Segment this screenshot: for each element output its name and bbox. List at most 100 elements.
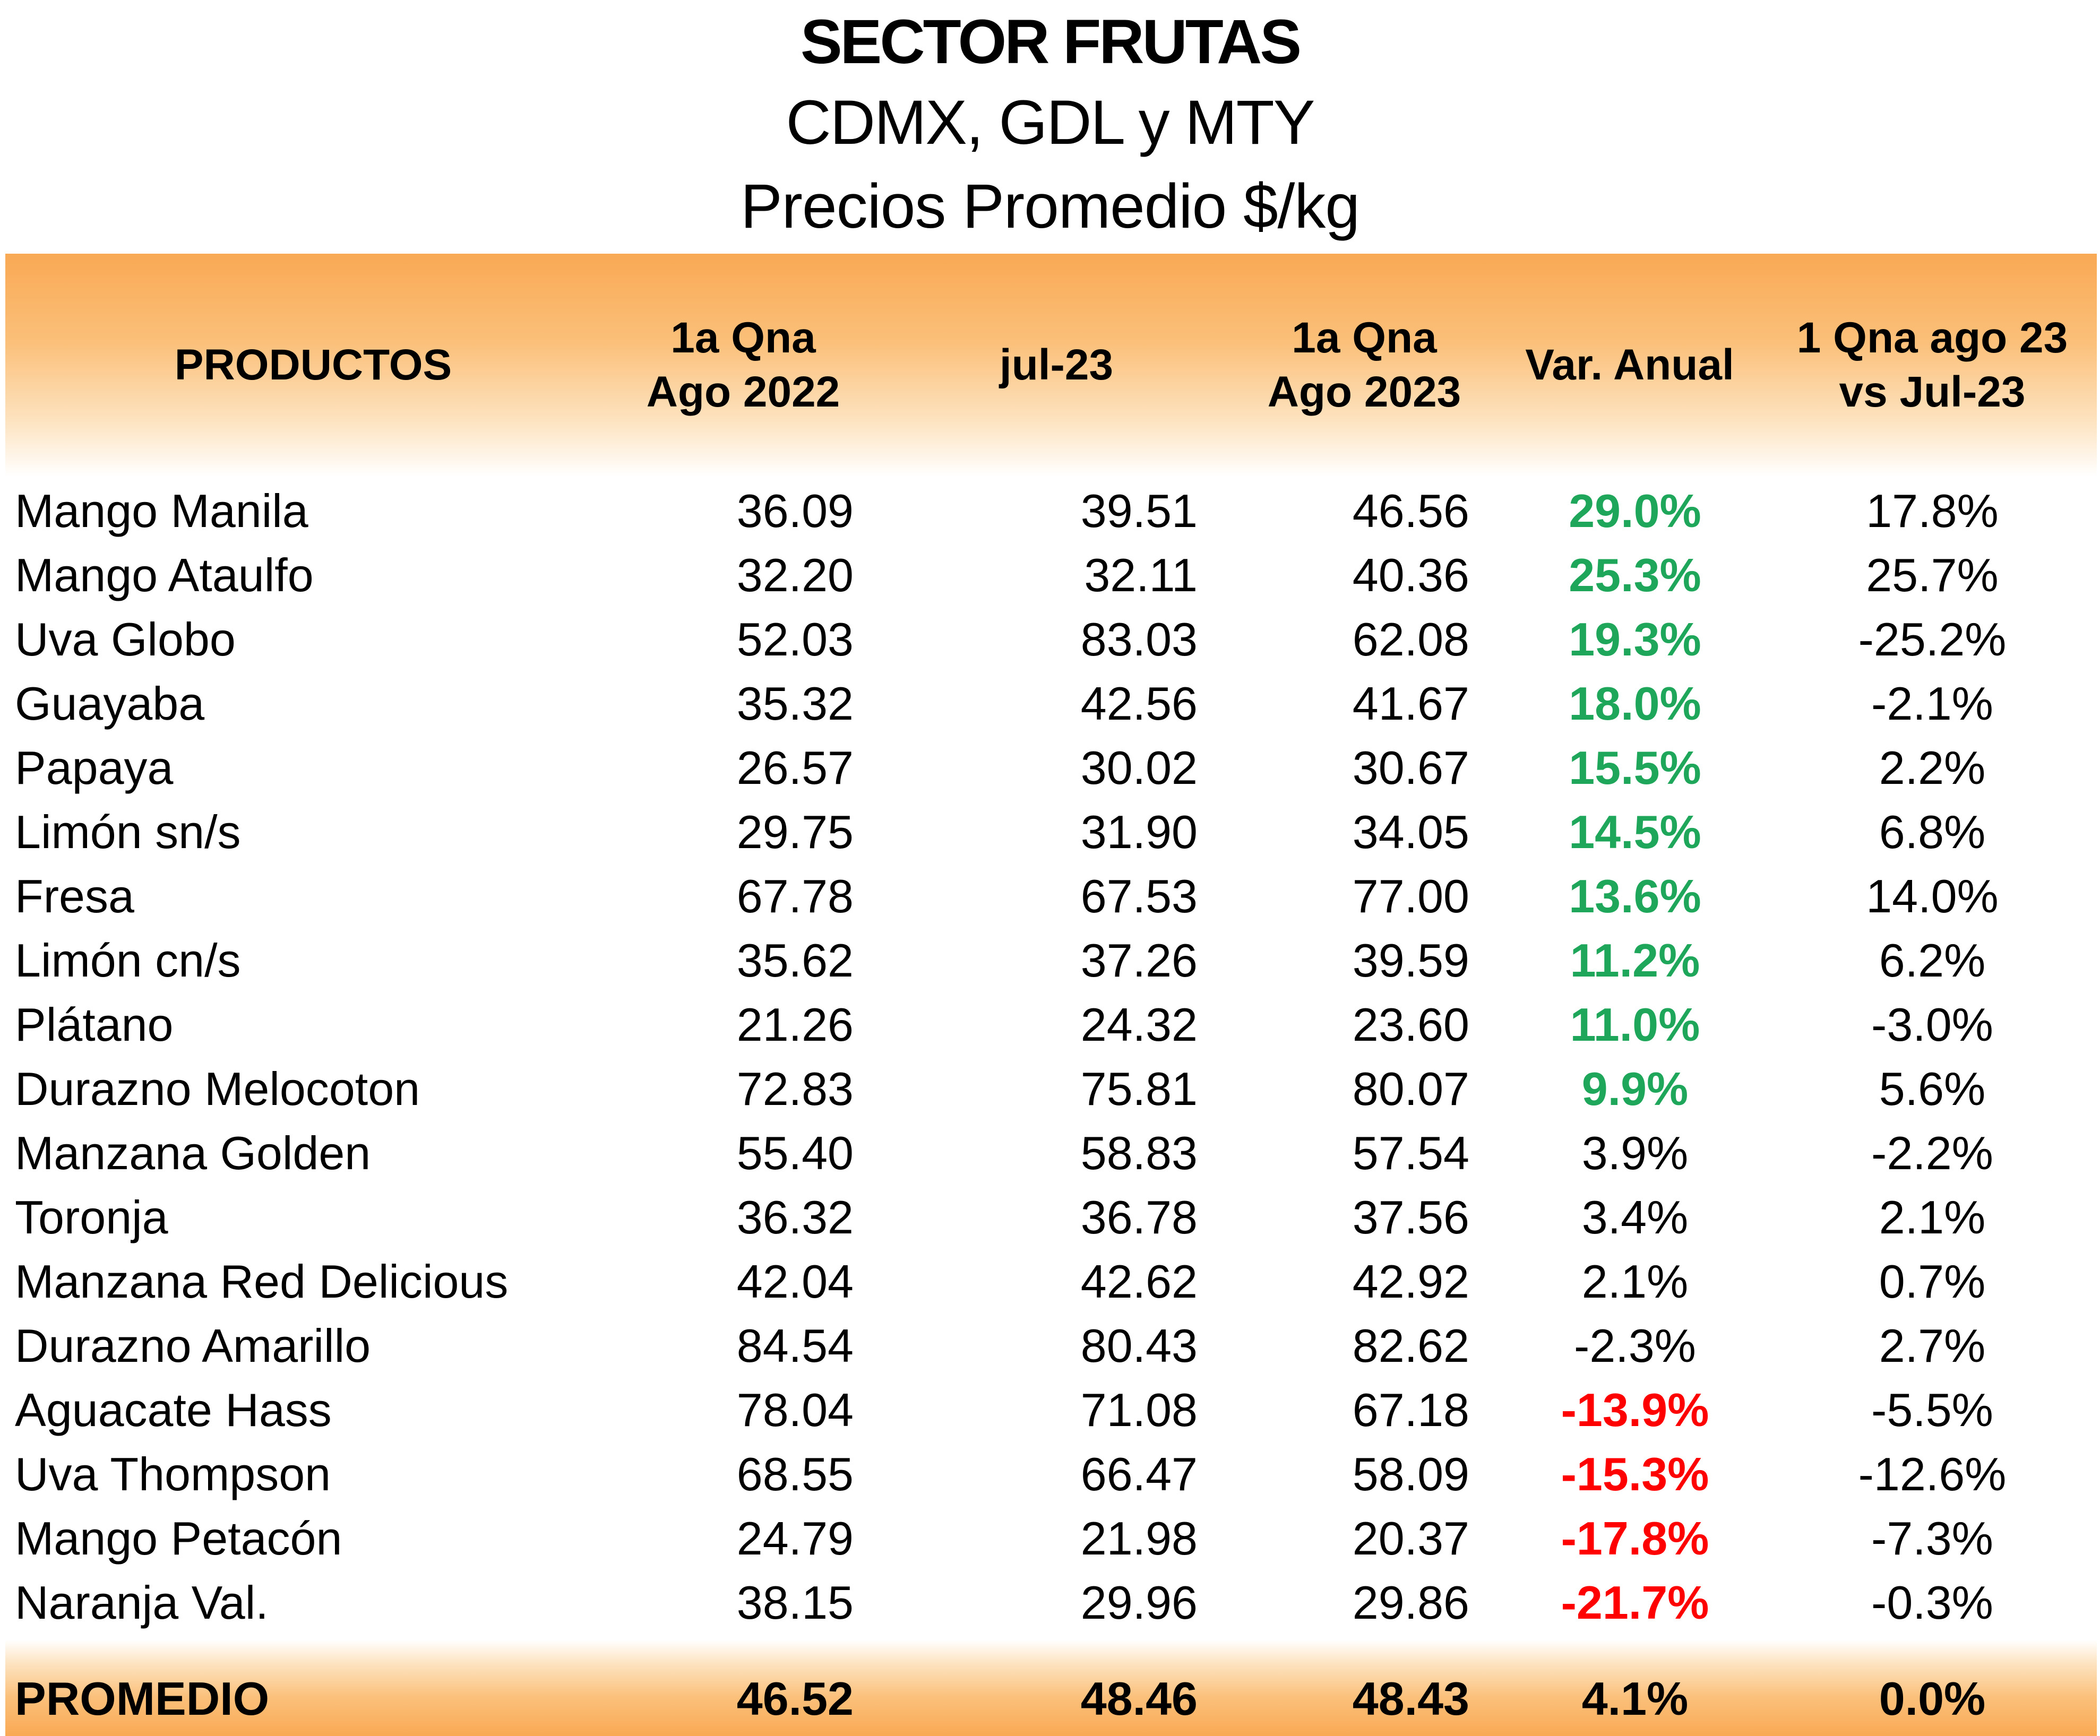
value-var-qna: 2.2% bbox=[1879, 741, 1986, 794]
subtitle-cities: CDMX, GDL y MTY bbox=[786, 88, 1315, 158]
header-label-line1: 1a Qna bbox=[1292, 313, 1437, 362]
product-name: Limón cn/s bbox=[15, 934, 241, 987]
value-jul23: 36.78 bbox=[1080, 1191, 1198, 1243]
header-label: jul-23 bbox=[999, 340, 1114, 389]
value-jul23: 75.81 bbox=[1080, 1063, 1198, 1115]
table-row: Uva Globo 52.03 83.03 62.08 19.3% -25.2% bbox=[0, 607, 2100, 671]
value-ago2022: 35.32 bbox=[736, 677, 854, 730]
value-jul23: 71.08 bbox=[1080, 1384, 1198, 1436]
header-var-anual: Var. Anual bbox=[1492, 254, 1768, 477]
value-var-qna: -2.2% bbox=[1871, 1127, 1993, 1179]
value-ago2023: 80.07 bbox=[1352, 1063, 1469, 1115]
table-row: Guayaba 35.32 42.56 41.67 18.0% -2.1% bbox=[0, 671, 2100, 736]
value-ago2023: 58.09 bbox=[1352, 1448, 1469, 1500]
value-ago2022: 78.04 bbox=[736, 1384, 854, 1436]
product-name: Aguacate Hass bbox=[15, 1384, 332, 1436]
value-jul23: 29.96 bbox=[1080, 1576, 1198, 1629]
value-jul23: 67.53 bbox=[1080, 870, 1198, 922]
product-name: Papaya bbox=[15, 741, 174, 794]
value-var-anual: 2.1% bbox=[1581, 1255, 1689, 1308]
value-var-qna: 5.6% bbox=[1879, 1063, 1986, 1115]
value-jul23: 58.83 bbox=[1080, 1127, 1198, 1179]
header-label: PRODUCTOS bbox=[174, 340, 452, 389]
value-jul23: 32.11 bbox=[1084, 549, 1198, 601]
value-var-qna: -25.2% bbox=[1858, 613, 2007, 666]
table-row: Mango Petacón 24.79 21.98 20.37 -17.8% -7.3% bbox=[0, 1506, 2100, 1570]
value-ago2023: 82.62 bbox=[1352, 1319, 1469, 1372]
page-title: SECTOR FRUTAS bbox=[800, 7, 1302, 77]
value-ago2023: 37.56 bbox=[1352, 1191, 1469, 1243]
product-name: Durazno Melocoton bbox=[15, 1063, 420, 1115]
value-jul23: 42.62 bbox=[1080, 1255, 1198, 1308]
value-ago2023: 46.56 bbox=[1352, 485, 1469, 537]
header-var-qna: 1 Qna ago 23 vs Jul-23 bbox=[1768, 254, 2097, 477]
value-ago2022: 35.62 bbox=[736, 934, 854, 987]
table-footer-row: PROMEDIO 46.52 48.46 48.43 4.1% 0.0% bbox=[0, 1666, 2100, 1731]
value-ago2022: 32.20 bbox=[736, 549, 854, 601]
value-ago2023: 62.08 bbox=[1352, 613, 1469, 666]
value-var-anual: 11.2% bbox=[1570, 934, 1700, 987]
value-var-anual: -13.9% bbox=[1561, 1384, 1709, 1436]
header-jul23: jul-23 bbox=[913, 254, 1200, 477]
value-var-anual: -15.3% bbox=[1561, 1448, 1709, 1500]
value-var-anual: 29.0% bbox=[1569, 485, 1701, 537]
value-ago2023: 23.60 bbox=[1352, 998, 1469, 1051]
product-name: Mango Petacón bbox=[15, 1512, 342, 1565]
product-name: Durazno Amarillo bbox=[15, 1319, 371, 1372]
footer-var-qna: 0.0% bbox=[1879, 1672, 1986, 1725]
value-var-qna: -12.6% bbox=[1858, 1448, 2007, 1500]
product-name: Plátano bbox=[15, 998, 174, 1051]
product-name: Fresa bbox=[15, 870, 134, 922]
product-name: Mango Manila bbox=[15, 485, 308, 537]
value-ago2023: 41.67 bbox=[1352, 677, 1469, 730]
value-var-anual: 3.9% bbox=[1581, 1127, 1689, 1179]
table-row: Uva Thompson 68.55 66.47 58.09 -15.3% -12.6% bbox=[0, 1442, 2100, 1506]
value-var-anual: 18.0% bbox=[1569, 677, 1701, 730]
value-ago2023: 34.05 bbox=[1352, 806, 1469, 858]
value-jul23: 37.26 bbox=[1080, 934, 1198, 987]
value-ago2023: 42.92 bbox=[1352, 1255, 1469, 1308]
header-ago2022: 1a Qna Ago 2022 bbox=[579, 254, 908, 477]
value-var-anual: -21.7% bbox=[1561, 1576, 1709, 1629]
value-var-qna: -2.1% bbox=[1871, 677, 1993, 730]
value-ago2023: 67.18 bbox=[1352, 1384, 1469, 1436]
value-var-qna: -0.3% bbox=[1871, 1576, 1993, 1629]
value-ago2022: 36.32 bbox=[736, 1191, 854, 1243]
value-ago2023: 29.86 bbox=[1352, 1576, 1469, 1629]
value-ago2023: 57.54 bbox=[1352, 1127, 1469, 1179]
product-name: Naranja Val. bbox=[15, 1576, 269, 1629]
value-jul23: 80.43 bbox=[1080, 1319, 1198, 1372]
value-ago2022: 42.04 bbox=[736, 1255, 854, 1308]
table-row: Aguacate Hass 78.04 71.08 67.18 -13.9% -5.5% bbox=[0, 1378, 2100, 1442]
table-row: Manzana Red Delicious 42.04 42.62 42.92 2.1%… bbox=[0, 1249, 2100, 1314]
table-row: Plátano 21.26 24.32 23.60 11.0% -3.0% bbox=[0, 992, 2100, 1057]
footer-ago2023: 48.43 bbox=[1352, 1672, 1469, 1725]
product-name: Mango Ataulfo bbox=[15, 549, 314, 601]
value-var-anual: 11.0% bbox=[1570, 998, 1700, 1051]
value-var-qna: 2.1% bbox=[1879, 1191, 1986, 1243]
value-var-qna: 6.8% bbox=[1879, 806, 1986, 858]
value-jul23: 30.02 bbox=[1080, 741, 1198, 794]
subtitle-units: Precios Promedio $/kg bbox=[740, 171, 1360, 241]
value-var-qna: 6.2% bbox=[1879, 934, 1986, 987]
value-var-anual: 15.5% bbox=[1569, 741, 1701, 794]
product-name: Manzana Golden bbox=[15, 1127, 371, 1179]
value-var-qna: 25.7% bbox=[1866, 549, 1999, 601]
value-jul23: 66.47 bbox=[1080, 1448, 1198, 1500]
header-label-line2: vs Jul-23 bbox=[1839, 368, 2026, 416]
value-var-anual: 25.3% bbox=[1569, 549, 1701, 601]
value-ago2022: 72.83 bbox=[736, 1063, 854, 1115]
header-label: Var. Anual bbox=[1525, 340, 1734, 389]
value-ago2023: 30.67 bbox=[1352, 741, 1469, 794]
product-name: Guayaba bbox=[15, 677, 205, 730]
value-ago2022: 84.54 bbox=[736, 1319, 854, 1372]
value-ago2023: 40.36 bbox=[1352, 549, 1469, 601]
table-row: Naranja Val. 38.15 29.96 29.86 -21.7% -0.3% bbox=[0, 1570, 2100, 1635]
value-jul23: 21.98 bbox=[1080, 1512, 1198, 1565]
value-ago2022: 26.57 bbox=[736, 741, 854, 794]
footer-ago2022: 46.52 bbox=[736, 1672, 854, 1725]
header-ago2023: 1a Qna Ago 2023 bbox=[1200, 254, 1529, 477]
header-label-line1: 1 Qna ago 23 bbox=[1796, 313, 2068, 362]
product-name: Uva Globo bbox=[15, 613, 236, 666]
table-row: Limón cn/s 35.62 37.26 39.59 11.2% 6.2% bbox=[0, 928, 2100, 992]
